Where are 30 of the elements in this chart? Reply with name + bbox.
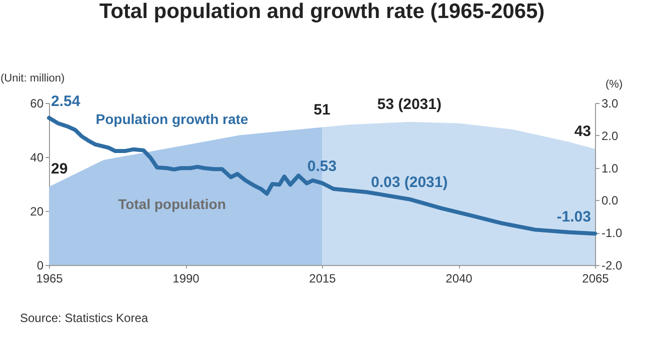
data-label: 51 xyxy=(314,101,330,118)
y-tick-label: 60 xyxy=(30,96,44,110)
series-label: Total population xyxy=(118,196,226,212)
x-tick-label: 1965 xyxy=(36,272,64,286)
data-label: 2.54 xyxy=(51,92,81,110)
line-series xyxy=(47,116,597,236)
chart-title: Total population and growth rate (1965-2065) xyxy=(99,0,545,23)
y-tick-label: 40 xyxy=(30,150,44,164)
x-tick-label: 2015 xyxy=(309,272,336,286)
y2-tick-label: -1.0 xyxy=(602,226,623,240)
series-label: Population growth rate xyxy=(96,111,248,127)
y2-tick-label: 0.0 xyxy=(602,194,619,208)
x-tick-label: 1990 xyxy=(172,272,200,286)
x-tick-label: 2065 xyxy=(582,272,610,286)
y-axis-title: (Unit: million) xyxy=(0,72,65,84)
data-label: 0.53 xyxy=(307,158,337,176)
y-tick-label: 20 xyxy=(30,204,44,218)
data-label: 29 xyxy=(51,160,68,178)
y2-tick-label: 3.0 xyxy=(602,96,619,110)
data-label: -1.03 xyxy=(556,208,591,226)
y2-axis-title: (%) xyxy=(606,78,623,90)
data-label: 0.03 (2031) xyxy=(370,174,448,192)
y2-tick-label: 2.0 xyxy=(602,128,619,143)
data-label: 43 xyxy=(574,122,591,140)
y2-tick-label: -2.0 xyxy=(602,258,623,272)
y-tick-label: 0 xyxy=(36,258,44,272)
data-label: 53 (2031) xyxy=(377,96,442,113)
source-note: Source: Statistics Korea xyxy=(20,311,148,325)
x-tick-label: 2040 xyxy=(446,272,473,286)
y2-tick-label: 1.0 xyxy=(602,161,619,176)
